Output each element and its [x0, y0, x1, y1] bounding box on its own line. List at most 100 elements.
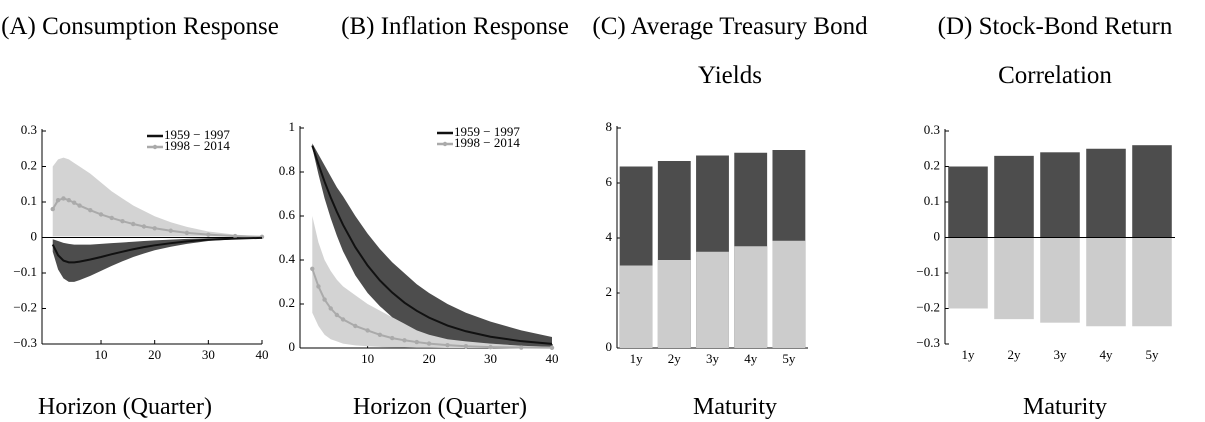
y-tick-label: −0.2 — [916, 299, 940, 314]
marker — [184, 230, 190, 236]
marker — [50, 206, 55, 212]
x-axis-label: Maturity — [1023, 394, 1107, 420]
x-tick-label: 2y — [1008, 347, 1022, 362]
y-tick-label: 2 — [606, 284, 613, 299]
confidence-band — [52, 157, 263, 238]
marker — [316, 284, 321, 289]
y-tick-label: 4 — [606, 229, 613, 244]
bar — [1040, 152, 1080, 238]
y-tick-label: 1 — [289, 119, 296, 134]
y-tick-label: 0 — [31, 228, 38, 243]
y-tick-label: −0.2 — [13, 299, 37, 314]
bar — [1040, 237, 1080, 323]
x-axis-label: Horizon (Quarter) — [38, 394, 212, 420]
y-tick-label: 0.3 — [21, 122, 37, 137]
y-tick-label: −0.1 — [13, 264, 37, 279]
legend-label: 1998 − 2014 — [164, 138, 230, 153]
x-tick-label: 30 — [484, 351, 497, 366]
x-tick-label: 4y — [1100, 347, 1114, 362]
marker — [88, 207, 93, 213]
line — [51, 236, 263, 264]
y-tick-label: 0 — [606, 339, 613, 354]
marker — [377, 332, 383, 337]
bar — [619, 265, 653, 348]
bar — [994, 155, 1034, 238]
marker — [389, 335, 395, 341]
marker — [98, 212, 104, 217]
y-tick-label: 0 — [289, 339, 296, 354]
y-tick-label: −0.3 — [13, 335, 37, 350]
y-tick-label: 0.2 — [279, 295, 295, 310]
marker — [488, 344, 493, 350]
marker — [549, 345, 555, 350]
marker — [168, 228, 173, 233]
line — [311, 145, 553, 345]
x-tick-label: 30 — [202, 347, 215, 362]
marker — [109, 215, 114, 221]
marker — [120, 218, 125, 224]
y-tick-label: 6 — [606, 174, 613, 189]
y-tick-label: 0.3 — [924, 122, 940, 137]
panel-title: (B) Inflation Response — [341, 13, 569, 40]
x-tick-label: 3y — [1054, 347, 1068, 362]
bar — [1132, 237, 1172, 327]
x-tick-label: 2y — [668, 351, 682, 366]
marker — [310, 266, 315, 271]
x-tick-label: 20 — [423, 351, 436, 366]
x-tick-label: 20 — [148, 347, 161, 362]
bar — [948, 237, 988, 309]
confidence-band — [312, 216, 552, 348]
marker — [365, 328, 370, 333]
y-tick-label: 0.1 — [21, 193, 37, 208]
x-tick-label: 5y — [782, 351, 796, 366]
bar — [1086, 148, 1126, 238]
marker — [402, 338, 407, 343]
x-axis-label: Maturity — [693, 394, 777, 420]
marker — [71, 200, 77, 205]
x-tick-label: 4y — [744, 351, 758, 366]
marker — [353, 323, 358, 329]
panel-title: (A) Consumption Response — [1, 13, 279, 40]
marker — [463, 344, 469, 349]
marker — [61, 196, 66, 201]
x-tick-label: 1y — [630, 351, 644, 366]
legend-label: 1959 − 1997 — [454, 124, 520, 139]
marker — [328, 306, 333, 311]
marker — [55, 198, 61, 203]
x-tick-label: 10 — [361, 351, 374, 366]
bar — [657, 260, 691, 348]
bar — [734, 246, 768, 348]
y-tick-label: 0.2 — [924, 157, 940, 172]
marker — [334, 312, 340, 318]
marker — [232, 233, 238, 239]
marker — [519, 345, 524, 350]
y-tick-label: 0.6 — [279, 207, 296, 222]
bar — [1086, 237, 1126, 327]
bar — [1132, 145, 1172, 238]
confidence-band — [52, 237, 263, 282]
confidence-band — [312, 143, 552, 347]
legend-marker — [152, 144, 158, 150]
marker — [414, 339, 419, 345]
marker — [77, 203, 82, 208]
marker — [445, 342, 450, 348]
bar — [772, 240, 806, 348]
marker — [206, 232, 211, 237]
y-tick-label: 0.8 — [279, 163, 295, 178]
y-tick-label: 0.1 — [924, 193, 940, 208]
x-tick-label: 3y — [706, 351, 720, 366]
x-tick-label: 40 — [546, 351, 559, 366]
marker — [322, 297, 327, 302]
y-tick-label: 0.4 — [279, 251, 296, 266]
bar — [994, 237, 1034, 320]
y-tick-label: 8 — [606, 119, 613, 134]
x-tick-label: 10 — [95, 347, 108, 362]
y-tick-label: 0 — [934, 228, 941, 243]
panel-title: (D) Stock-Bond Return Correlation — [937, 13, 1173, 89]
bar — [948, 166, 988, 238]
marker — [152, 226, 157, 231]
x-axis-label: Horizon (Quarter) — [353, 394, 527, 420]
x-tick-label: 5y — [1146, 347, 1160, 362]
